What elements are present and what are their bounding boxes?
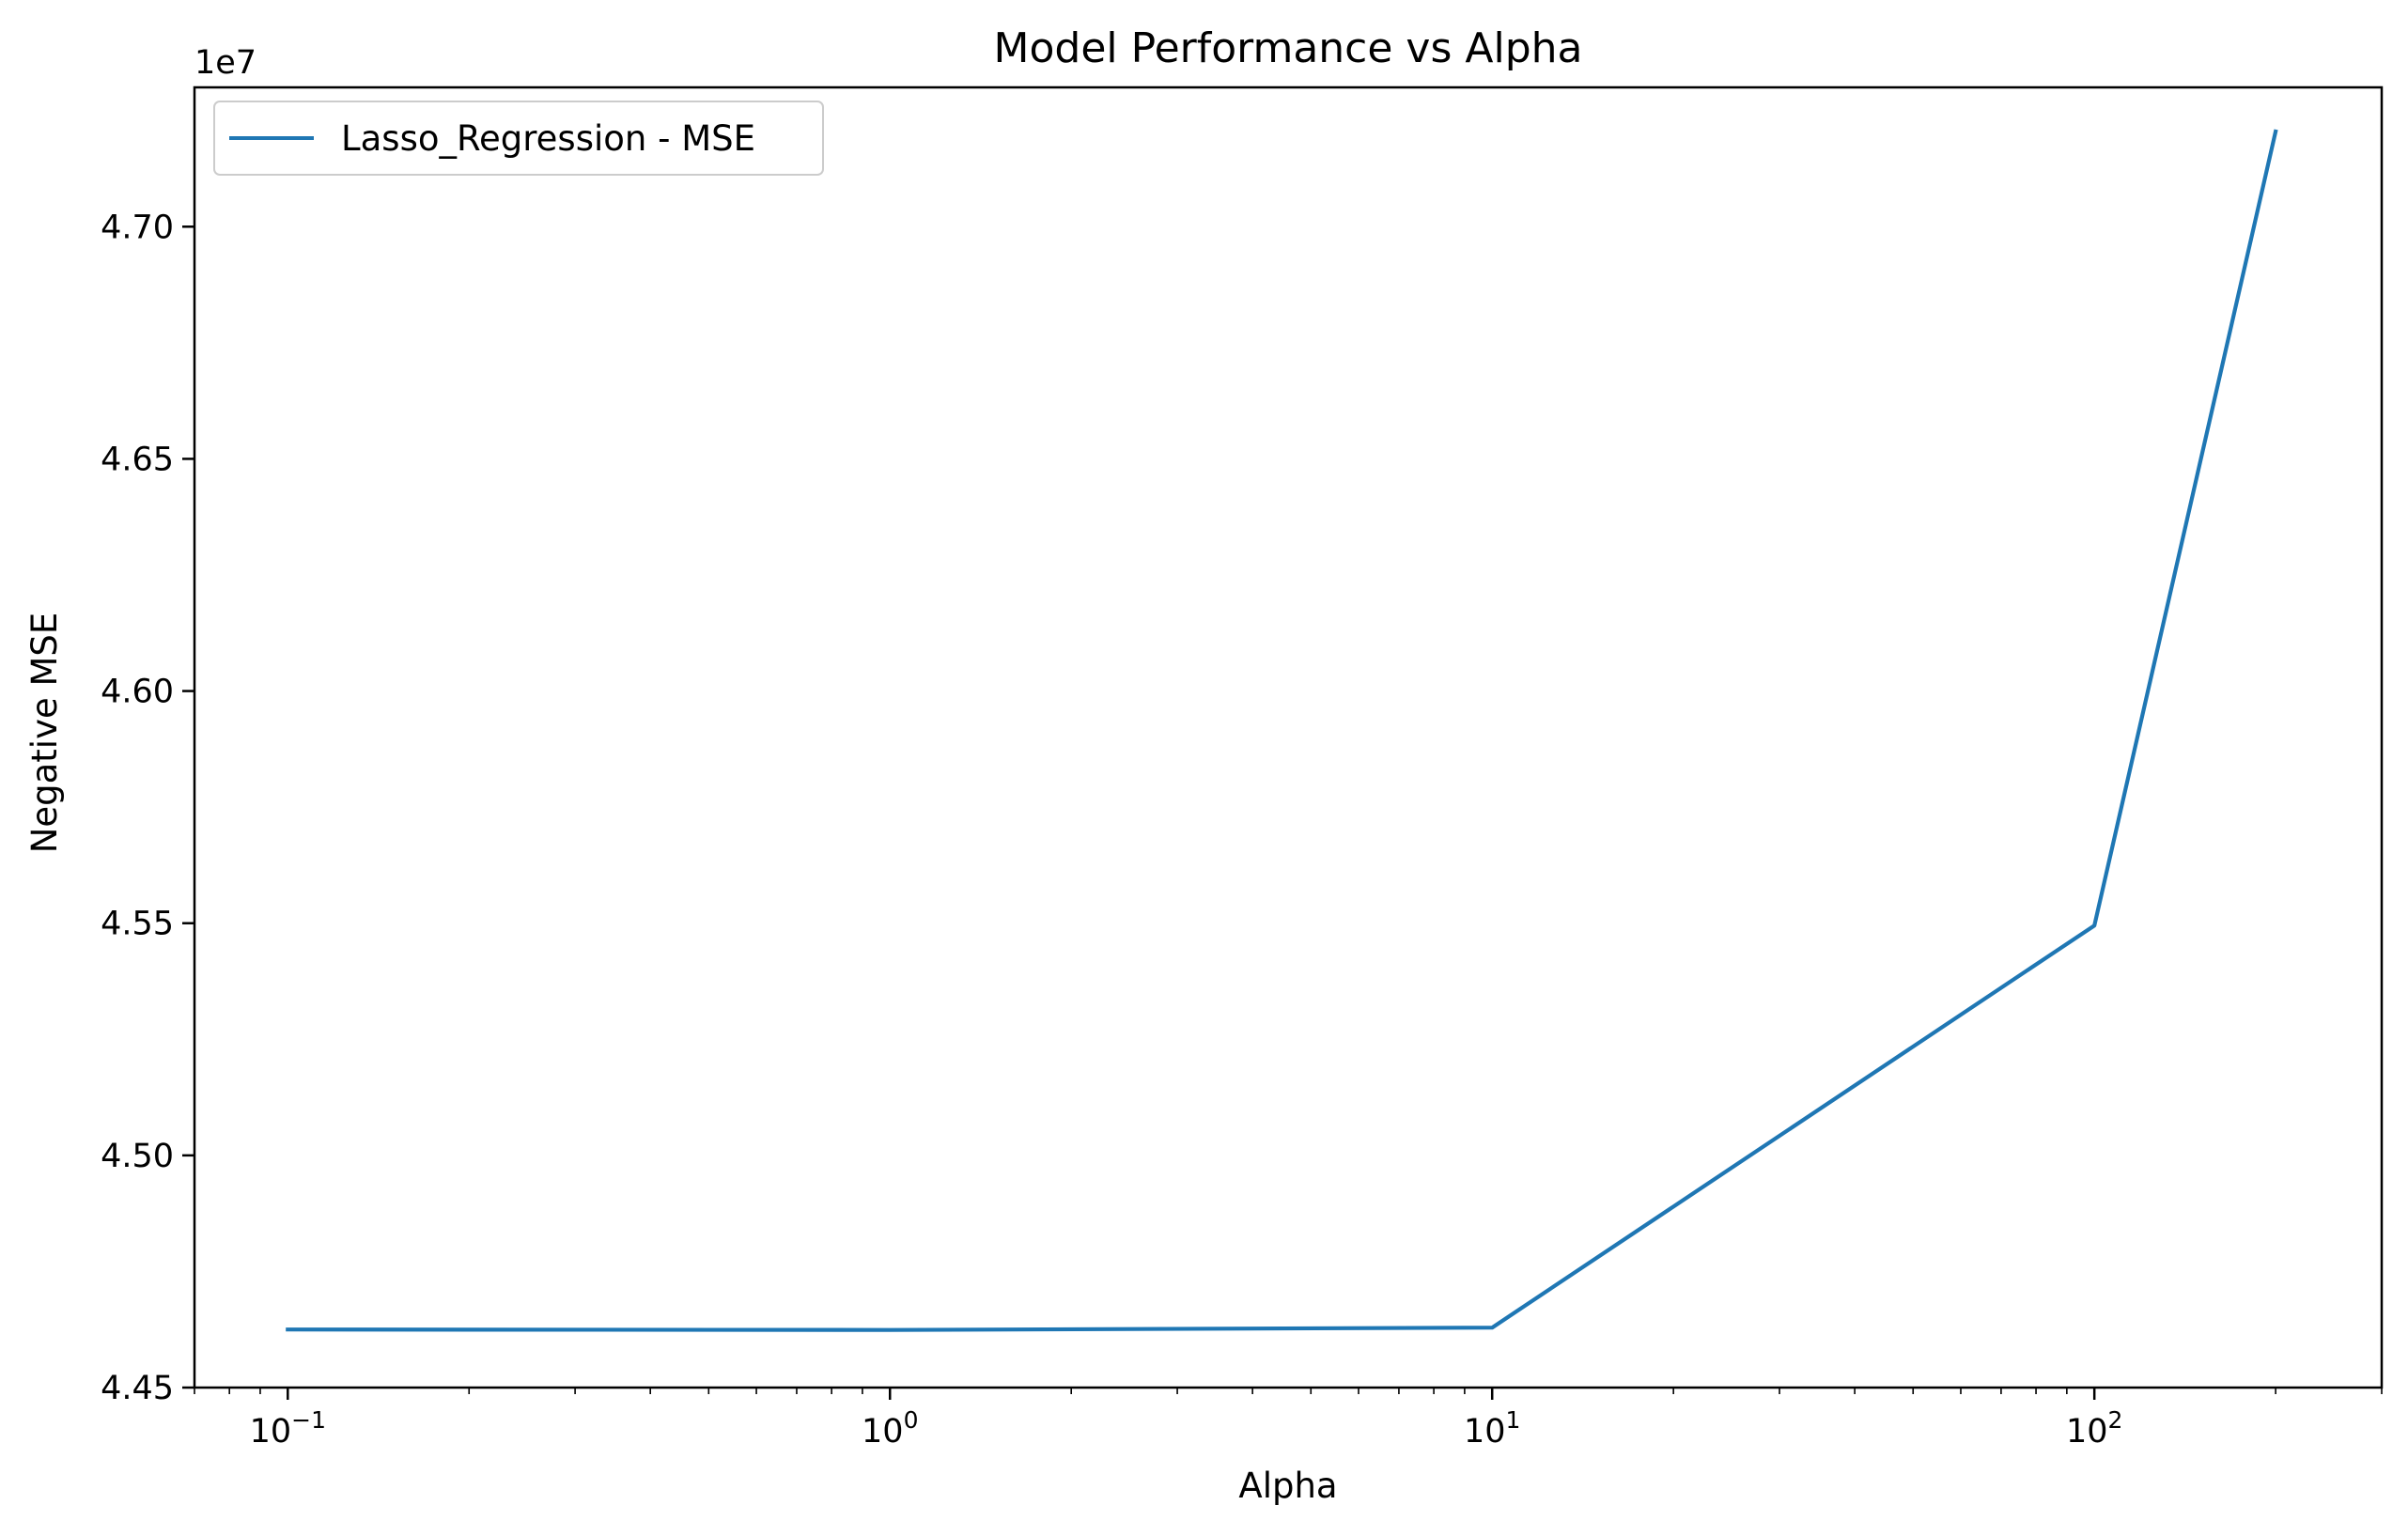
x-tick-label-1: 100 [862,1406,918,1451]
x-axis: 10−1 100 101 102 [194,1388,2383,1451]
y-axis: 4.45 4.50 4.55 4.60 4.65 4.70 [101,209,194,1407]
plot-frame [193,85,2384,1389]
y-tick-label-2: 4.55 [101,906,174,943]
y-offset-label: 1e7 [194,44,256,82]
y-axis-label: Negative MSE [24,613,65,854]
legend-label: Lasso_Regression - MSE [341,118,755,159]
series-line-0 [286,129,2278,1332]
x-tick-label-0: 10−1 [250,1406,326,1451]
y-tick-label-4: 4.65 [101,441,174,478]
series-layer [286,129,2278,1332]
x-axis-label: Alpha [1238,1466,1337,1506]
chart-title: Model Performance vs Alpha [994,24,1583,72]
x-tick-label-2: 101 [1464,1406,1520,1451]
y-tick-label-5: 4.70 [101,209,174,246]
legend: Lasso_Regression - MSE [213,101,824,176]
y-tick-label-3: 4.60 [101,674,174,711]
legend-box [213,101,824,176]
y-tick-label-1: 4.50 [101,1138,174,1175]
y-tick-label-0: 4.45 [101,1370,174,1407]
plot-area [193,85,2384,1389]
x-tick-label-3: 102 [2066,1406,2122,1451]
